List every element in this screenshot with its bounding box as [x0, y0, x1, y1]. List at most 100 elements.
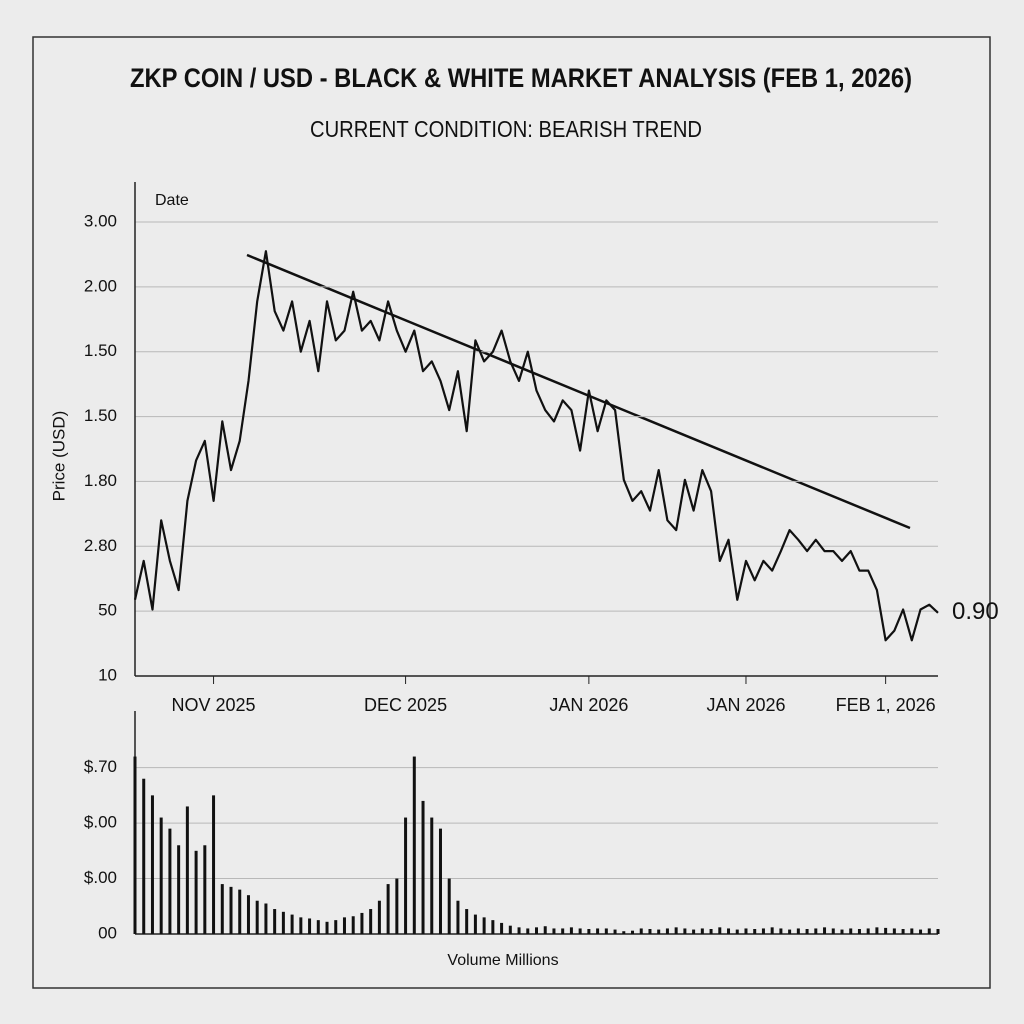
volume-bar: [927, 928, 931, 934]
volume-bar: [299, 917, 303, 934]
volume-bar: [150, 795, 154, 934]
y-tick-label: 1.50: [84, 406, 117, 425]
volume-bar: [639, 928, 643, 934]
volume-bar: [840, 929, 844, 934]
volume-bar: [517, 927, 521, 934]
price-line: [133, 250, 939, 642]
volume-bar: [831, 928, 835, 934]
volume-bar: [788, 929, 792, 934]
x-tick-label: NOV 2025: [172, 695, 256, 715]
volume-bar: [613, 929, 617, 934]
volume-bar: [779, 928, 783, 934]
volume-bar: [526, 928, 530, 934]
volume-bar: [561, 928, 565, 934]
volume-bar: [508, 925, 512, 934]
volume-bar: [142, 778, 146, 934]
volume-bar: [386, 884, 390, 934]
volume-bar: [273, 909, 277, 934]
volume-bar: [692, 929, 696, 934]
volume-bar: [875, 927, 879, 934]
volume-bar: [360, 912, 364, 934]
date-label: Date: [155, 192, 189, 209]
volume-bar: [438, 828, 442, 934]
volume-bar: [203, 845, 207, 934]
volume-bar: [133, 756, 137, 934]
volume-bar: [823, 927, 827, 934]
x-tick-label: DEC 2025: [364, 695, 447, 715]
volume-bar: [491, 920, 495, 934]
volume-bar: [631, 930, 635, 934]
volume-bar: [770, 927, 774, 934]
volume-bar: [665, 928, 669, 934]
volume-bar: [587, 929, 591, 934]
volume-bar: [220, 884, 224, 934]
volume-bar: [168, 828, 172, 934]
volume-bar: [194, 850, 198, 934]
volume-bar: [482, 917, 486, 934]
volume-bar: [910, 928, 914, 934]
volume-bar: [465, 909, 469, 934]
volume-bar: [919, 929, 923, 934]
y-tick-label: 3.00: [84, 211, 117, 230]
volume-bar: [342, 917, 346, 934]
volume-bar: [430, 817, 434, 934]
volume-bar: [334, 920, 338, 934]
volume-bar: [412, 756, 416, 934]
y-tick-label: 2.00: [84, 276, 117, 295]
volume-bar: [578, 928, 582, 934]
volume-bar: [552, 928, 556, 934]
volume-bar: [674, 927, 678, 934]
volume-axis-label: Volume Millions: [447, 952, 558, 969]
chart-title: ZKP COIN / USD - BLACK & WHITE MARKET AN…: [130, 63, 912, 93]
y-tick-label: 10: [98, 665, 117, 684]
volume-bar: [377, 900, 381, 934]
volume-bar: [290, 914, 294, 934]
x-tick-label: FEB 1, 2026: [836, 695, 936, 715]
volume-bar: [308, 918, 312, 934]
volume-bar: [395, 878, 399, 934]
y-tick-label: 1.80: [84, 471, 117, 490]
volume-bar: [709, 929, 713, 934]
volume-bar: [683, 928, 687, 934]
volume-bar: [229, 886, 233, 934]
volume-bar: [901, 929, 905, 934]
volume-bar: [936, 929, 940, 934]
y-axis-label: Price (USD): [49, 411, 68, 502]
x-tick-label: JAN 2026: [549, 695, 628, 715]
volume-bar: [212, 795, 216, 934]
volume-bar: [255, 900, 259, 934]
frame: [32, 36, 991, 989]
y-tick-label: 00: [98, 923, 117, 942]
volume-bar: [805, 929, 809, 934]
last-price-annotation: 0.90: [952, 598, 999, 625]
volume-bar: [246, 895, 250, 934]
volume-bar: [421, 800, 425, 934]
trend-line: [246, 253, 911, 530]
volume-bar: [351, 916, 355, 934]
volume-bar: [316, 920, 320, 934]
y-tick-label: 1.50: [84, 341, 117, 360]
volume-bar: [159, 817, 163, 934]
volume-bar: [177, 845, 181, 934]
y-tick-label: $.00: [84, 813, 117, 832]
volume-bar: [281, 911, 285, 934]
volume-bar: [569, 927, 573, 934]
volume-bar: [727, 928, 731, 934]
volume-bar: [892, 928, 896, 934]
volume-bar: [814, 928, 818, 934]
volume-bar: [796, 928, 800, 934]
volume-bar: [849, 928, 853, 934]
volume-bar: [325, 921, 329, 934]
volume-bar: [543, 926, 547, 934]
volume-bar: [884, 927, 888, 934]
volume-bar: [718, 927, 722, 934]
volume-bar: [866, 928, 870, 934]
volume-bar: [404, 817, 408, 934]
volume-bar: [648, 929, 652, 934]
volume-bar: [185, 806, 189, 934]
volume-bar: [500, 922, 504, 934]
volume-bar: [238, 889, 242, 934]
volume-bar: [596, 928, 600, 934]
volume-bar: [456, 900, 460, 934]
